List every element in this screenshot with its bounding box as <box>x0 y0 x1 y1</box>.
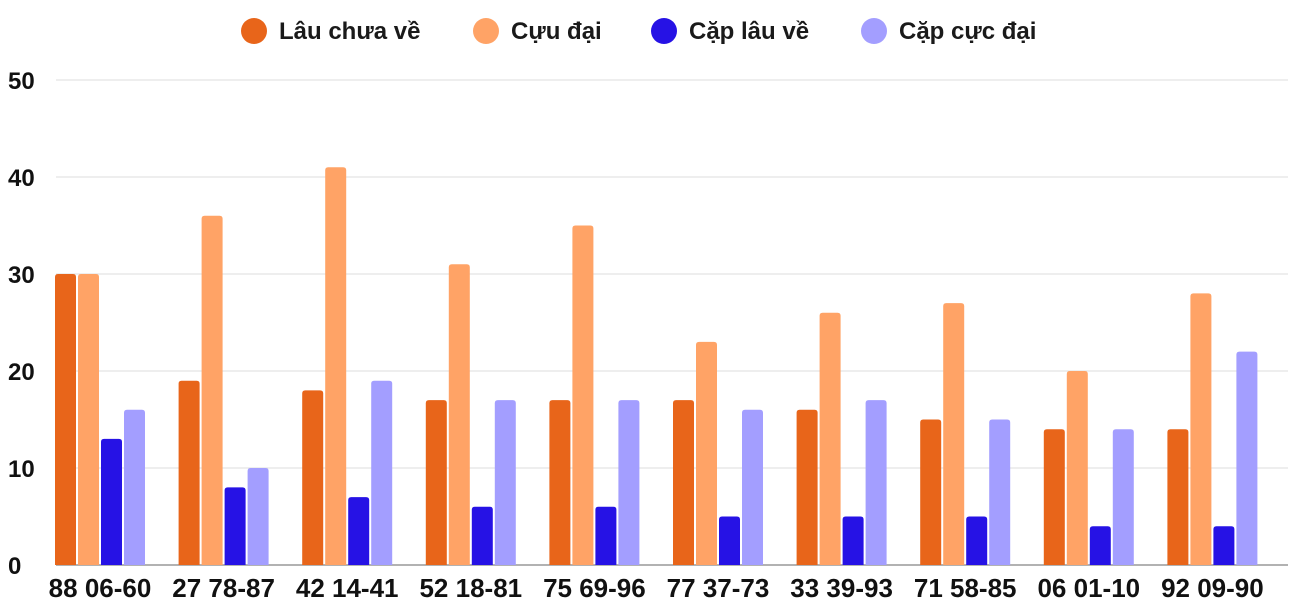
bar-group-3 <box>425 264 516 565</box>
bar-lau-chua-ve-7 <box>920 419 942 565</box>
legend-swatch <box>473 18 499 44</box>
bar-cap-lau-ve-0 <box>101 438 122 565</box>
bar-group-8 <box>1043 371 1134 565</box>
x-tick-label: 27 78-87 <box>172 573 275 600</box>
bar-lau-chua-ve-6 <box>796 409 818 565</box>
bar-cuu-dai-2 <box>325 167 347 566</box>
legend-item-cuu-dai: Cựu đại <box>473 18 602 45</box>
legend-item-lau-chua-ve: Lâu chưa về <box>241 18 420 45</box>
bar-cuu-dai-3 <box>448 264 470 565</box>
bar-lau-chua-ve-8 <box>1043 429 1065 565</box>
x-tick-label: 42 14-41 <box>296 573 399 600</box>
y-tick-label: 20 <box>8 359 35 386</box>
bar-cuu-dai-7 <box>943 303 965 565</box>
legend-label: Cựu đại <box>511 18 602 45</box>
bar-group-0 <box>55 274 145 565</box>
y-axis: 0 10 20 30 40 50 <box>8 68 35 580</box>
x-tick-label: 75 69-96 <box>543 573 646 600</box>
bar-group-9 <box>1167 293 1258 565</box>
bar-cuu-dai-4 <box>572 225 594 565</box>
bar-group-5 <box>673 341 763 565</box>
legend-swatch <box>651 18 677 44</box>
bar-lau-chua-ve-1 <box>178 380 200 565</box>
bar-cuu-dai-6 <box>819 312 841 565</box>
y-tick-label: 40 <box>8 165 35 192</box>
bar-cap-lau-ve-2 <box>348 497 370 565</box>
bar-cap-lau-ve-4 <box>595 506 617 565</box>
bar-group-2 <box>302 167 393 566</box>
bar-cuu-dai-9 <box>1190 293 1212 565</box>
bar-cuu-dai-1 <box>201 215 223 566</box>
legend-label: Cặp lâu về <box>689 18 809 45</box>
bar-cap-cuc-dai-1 <box>247 468 269 565</box>
y-tick-label: 0 <box>8 553 21 580</box>
x-tick-label: 06 01-10 <box>1037 573 1140 600</box>
bar-cap-cuc-dai-8 <box>1112 429 1134 565</box>
x-tick-label: 88 06-60 <box>49 573 152 600</box>
bar-cap-lau-ve-3 <box>471 506 493 565</box>
bars <box>55 167 1258 566</box>
bar-cap-cuc-dai-5 <box>742 409 763 565</box>
bar-lau-chua-ve-5 <box>673 400 694 565</box>
bar-cap-cuc-dai-4 <box>618 400 640 565</box>
bar-cap-lau-ve-6 <box>842 516 864 565</box>
legend-swatch <box>241 18 267 44</box>
bar-lau-chua-ve-2 <box>302 390 324 565</box>
y-tick-label: 10 <box>8 456 35 483</box>
bar-lau-chua-ve-4 <box>549 400 571 565</box>
bar-cap-cuc-dai-9 <box>1236 351 1258 565</box>
bar-lau-chua-ve-3 <box>425 400 447 565</box>
y-tick-label: 50 <box>8 68 35 95</box>
x-axis: 88 06-60 27 78-87 42 14-41 52 18-81 75 69-96… <box>49 573 1264 603</box>
bar-group-1 <box>178 215 269 566</box>
x-tick-label: 52 18-81 <box>419 573 522 600</box>
bar-cap-lau-ve-7 <box>966 516 988 565</box>
bar-cuu-dai-5 <box>696 341 717 565</box>
x-tick-label: 92 09-90 <box>1161 573 1264 600</box>
legend-label: Lâu chưa về <box>279 18 420 45</box>
bar-cap-cuc-dai-2 <box>371 380 393 565</box>
bar-lau-chua-ve-9 <box>1167 429 1189 565</box>
bar-cap-cuc-dai-7 <box>989 419 1011 565</box>
x-tick-label: 33 39-93 <box>790 573 893 600</box>
bar-cap-lau-ve-5 <box>719 516 740 565</box>
x-tick-label: 71 58-85 <box>914 573 1017 600</box>
y-tick-label: 30 <box>8 262 35 289</box>
bar-group-4 <box>549 225 640 565</box>
legend-label: Cặp cực đại <box>899 18 1036 45</box>
bar-cuu-dai-8 <box>1066 371 1088 565</box>
bar-group-6 <box>796 312 887 565</box>
bar-lau-chua-ve-0 <box>55 274 76 565</box>
bar-cap-lau-ve-1 <box>224 487 246 565</box>
bar-cap-cuc-dai-0 <box>124 409 145 565</box>
legend-item-cap-cuc-dai: Cặp cực đại <box>861 18 1036 45</box>
bar-group-7 <box>920 303 1011 565</box>
bar-cuu-dai-0 <box>78 274 99 565</box>
bar-cap-cuc-dai-6 <box>865 400 887 565</box>
legend-item-cap-lau-ve: Cặp lâu về <box>651 18 809 45</box>
bar-cap-lau-ve-8 <box>1089 526 1111 565</box>
x-tick-label: 77 37-73 <box>667 573 770 600</box>
bar-cap-lau-ve-9 <box>1213 526 1235 565</box>
bar-cap-cuc-dai-3 <box>494 400 516 565</box>
legend: Lâu chưa về Cựu đại Cặp lâu về Cặp cực đại <box>241 18 1036 45</box>
legend-swatch <box>861 18 887 44</box>
